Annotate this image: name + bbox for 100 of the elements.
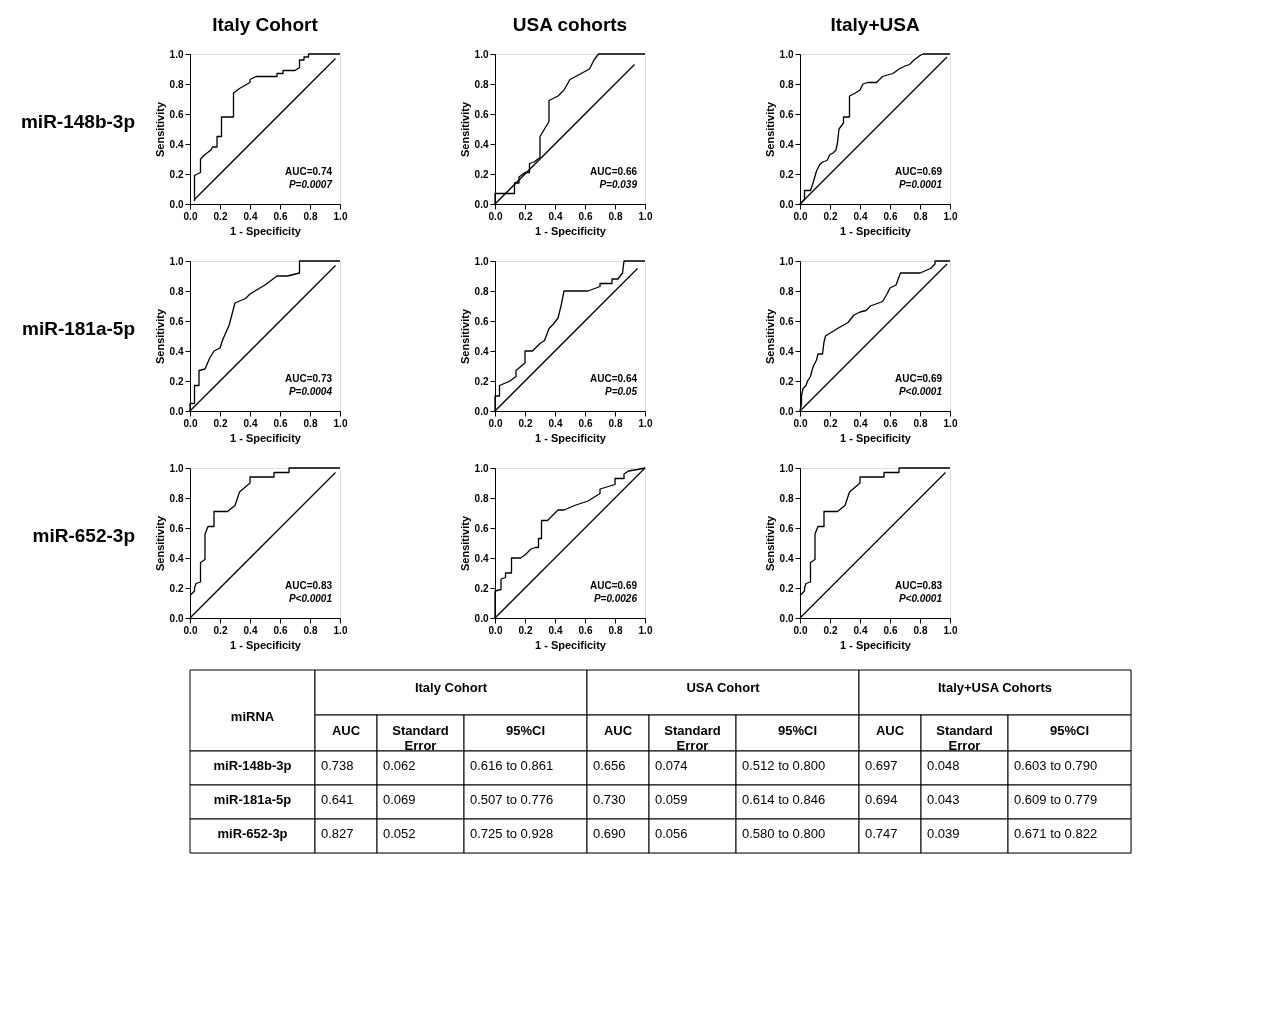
x-tick-label: 0.6 <box>883 210 898 222</box>
category-label: 95%CI <box>777 723 818 738</box>
x-tick-label: 0.6 <box>578 624 593 636</box>
y-tick-label: 1.0 <box>474 255 489 267</box>
y-tick-label: 1.0 <box>474 462 489 474</box>
y-axis-title: Sensitivity <box>763 101 776 158</box>
text: Italy+USA Cohorts <box>937 680 1053 695</box>
x-tick-label: 0.8 <box>608 210 623 222</box>
x-tick-label: 0.6 <box>578 210 593 222</box>
x-tick-label: 0.2 <box>518 624 533 636</box>
x-axis-title: 1 - Specificity <box>230 224 302 237</box>
y-tick-label: 0.0 <box>169 198 184 210</box>
text: 0.048 <box>927 758 960 773</box>
annotation: AUC=0.83 <box>285 580 333 591</box>
category-label: AUC <box>875 723 905 738</box>
x-tick-label: 0.8 <box>303 417 318 429</box>
text: 0.609 to 0.779 <box>1014 792 1098 807</box>
x-tick-label: 0.2 <box>518 210 533 222</box>
x-tick-label: 0.2 <box>213 210 228 222</box>
x-axis-title: 1 - Specificity <box>535 638 607 651</box>
x-tick-label: 0.8 <box>913 417 928 429</box>
y-tick-label: 0.8 <box>474 285 489 297</box>
y-tick-label: 0.8 <box>169 492 184 504</box>
y-tick-label: 0.6 <box>779 108 794 120</box>
x-axis-title: 1 - Specificity <box>840 224 912 237</box>
y-tick-label: 0.0 <box>474 198 489 210</box>
y-tick-label: 0.0 <box>169 612 184 624</box>
y-axis-title: Sensitivity <box>458 101 471 158</box>
x-tick-label: 0.4 <box>853 624 868 636</box>
x-tick-label: 1.0 <box>943 210 958 222</box>
y-tick-label: 1.0 <box>474 48 489 60</box>
x-tick-label: 1.0 <box>943 624 958 636</box>
y-tick-label: 0.4 <box>474 552 489 564</box>
annotation: P=0.0007 <box>288 179 333 190</box>
text: 0.039 <box>927 826 960 841</box>
y-tick-label: 0.4 <box>474 345 489 357</box>
category-label: 95%CI <box>1049 723 1090 738</box>
annotation: P=0.039 <box>599 179 638 190</box>
text: 0.730 <box>593 792 626 807</box>
x-tick-label: 0.0 <box>183 210 198 222</box>
y-tick-label: 0.0 <box>474 612 489 624</box>
y-axis-title: Sensitivity <box>763 515 776 572</box>
y-tick-label: 0.8 <box>474 492 489 504</box>
y-tick-label: 0.6 <box>474 315 489 327</box>
x-axis-title: 1 - Specificity <box>230 431 302 444</box>
text: 0.580 to 0.800 <box>742 826 826 841</box>
x-tick-label: 1.0 <box>333 624 348 636</box>
x-tick-label: 1.0 <box>638 624 653 636</box>
category-label: miR-181a-5p <box>213 792 292 807</box>
annotation: P=0.0026 <box>593 593 638 604</box>
y-tick-label: 1.0 <box>779 462 794 474</box>
y-tick-label: 0.2 <box>474 375 489 387</box>
x-tick-label: 0.2 <box>213 624 228 636</box>
y-tick-label: 0.0 <box>779 405 794 417</box>
x-tick-label: 0.4 <box>243 417 258 429</box>
category-label: AUC <box>603 723 633 738</box>
x-tick-label: 0.2 <box>213 417 228 429</box>
text: 0.725 to 0.928 <box>470 826 554 841</box>
y-tick-label: 0.4 <box>779 345 794 357</box>
text: 0.069 <box>383 792 416 807</box>
y-tick-label: 0.4 <box>169 345 184 357</box>
y-tick-label: 0.2 <box>169 168 184 180</box>
annotation: AUC=0.66 <box>590 166 638 177</box>
x-tick-label: 0.0 <box>183 624 198 636</box>
y-tick-label: 0.2 <box>779 168 794 180</box>
text: 0.641 <box>321 792 354 807</box>
text: 0.697 <box>865 758 898 773</box>
x-tick-label: 0.2 <box>518 417 533 429</box>
y-tick-label: 0.4 <box>779 552 794 564</box>
x-tick-label: 0.6 <box>883 417 898 429</box>
text: 0.614 to 0.846 <box>742 792 826 807</box>
category-label: miR-652-3p <box>217 826 288 841</box>
annotation: AUC=0.69 <box>895 166 943 177</box>
text: 0.616 to 0.861 <box>470 758 554 773</box>
x-tick-label: 0.6 <box>273 417 288 429</box>
y-tick-label: 0.6 <box>169 522 184 534</box>
text: 0.603 to 0.790 <box>1014 758 1098 773</box>
y-tick-label: 0.4 <box>169 138 184 150</box>
y-tick-label: 1.0 <box>169 462 184 474</box>
x-tick-label: 0.0 <box>793 210 808 222</box>
category-label: AUC <box>331 723 361 738</box>
y-axis-title: Sensitivity <box>458 515 471 572</box>
text: USA Cohort <box>686 680 761 695</box>
x-axis-title: 1 - Specificity <box>840 431 912 444</box>
y-tick-label: 0.8 <box>169 285 184 297</box>
y-tick-label: 0.2 <box>474 168 489 180</box>
y-tick-label: 0.0 <box>779 198 794 210</box>
x-tick-label: 0.6 <box>273 210 288 222</box>
x-tick-label: 0.2 <box>823 210 838 222</box>
x-tick-label: 0.0 <box>488 417 503 429</box>
category-label: Standard Error <box>936 723 993 753</box>
y-tick-label: 1.0 <box>169 255 184 267</box>
y-tick-label: 0.0 <box>779 612 794 624</box>
x-tick-label: 0.6 <box>578 417 593 429</box>
x-tick-label: 0.8 <box>303 210 318 222</box>
y-tick-label: 0.2 <box>169 582 184 594</box>
text: Italy Cohort <box>414 680 488 695</box>
chart-title: USA cohorts <box>512 14 628 35</box>
x-axis-title: 1 - Specificity <box>230 638 302 651</box>
y-tick-label: 1.0 <box>779 255 794 267</box>
